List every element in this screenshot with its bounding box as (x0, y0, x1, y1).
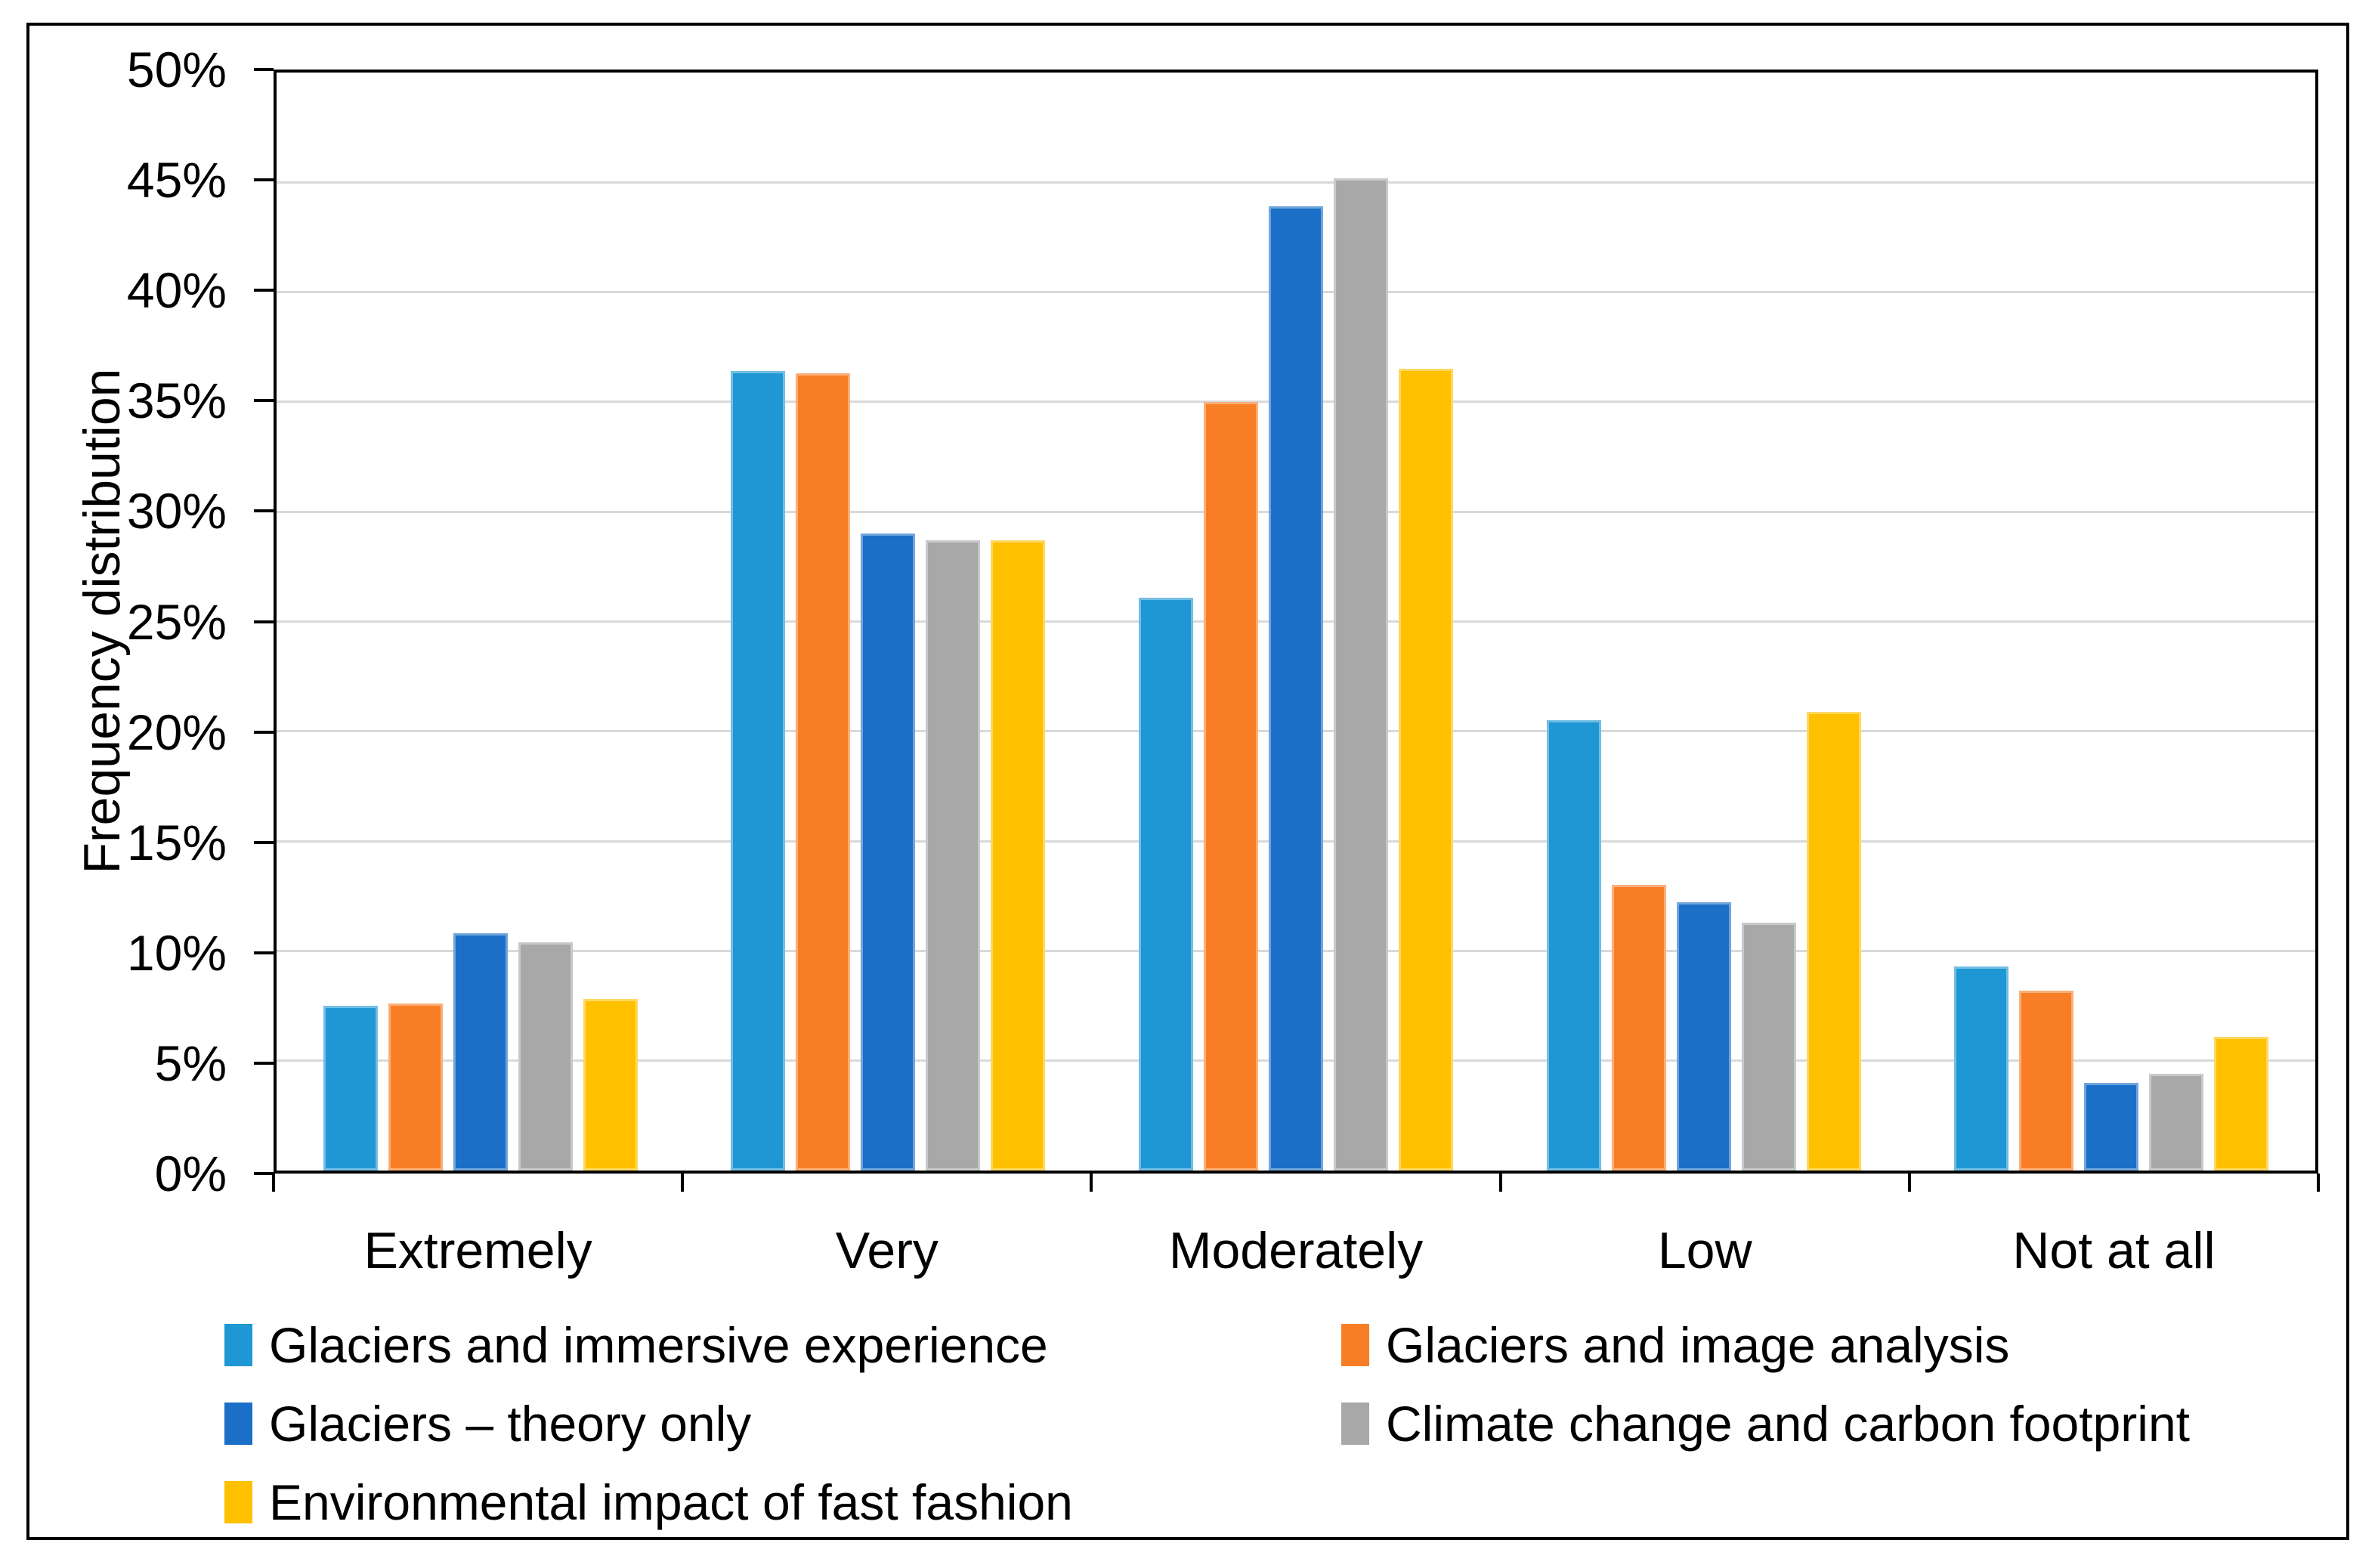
figure-border (26, 23, 2349, 1540)
bar (796, 373, 851, 1171)
y-tick-label-20%: 20% (126, 704, 227, 760)
bar (1138, 597, 1193, 1171)
bar (2019, 990, 2074, 1171)
bar (2149, 1074, 2204, 1171)
y-tick-0% (254, 1172, 274, 1175)
bar-groups (277, 73, 2315, 1171)
y-tick-label-45%: 45% (126, 152, 227, 209)
bar (1954, 966, 2009, 1171)
y-tick-label-40%: 40% (126, 262, 227, 319)
y-tick-label-10%: 10% (126, 924, 227, 981)
bar (861, 533, 916, 1171)
category-label-Extremely: Extremely (363, 1222, 592, 1279)
x-tick-5 (2317, 1174, 2320, 1192)
x-tick-0 (272, 1174, 275, 1192)
y-tick-30% (254, 509, 274, 513)
bar (1268, 206, 1323, 1171)
bar (1546, 720, 1601, 1171)
bar (1611, 885, 1666, 1171)
x-tick-1 (681, 1174, 685, 1192)
bar (1741, 922, 1796, 1171)
bar (1333, 178, 1388, 1171)
bar (2084, 1082, 2139, 1171)
y-tick-45% (254, 178, 274, 182)
y-tick-15% (254, 840, 274, 844)
x-tick-3 (1498, 1174, 1502, 1192)
y-tick-label-50%: 50% (126, 42, 227, 97)
plot-area (274, 70, 2318, 1174)
bar (388, 1004, 443, 1171)
bar-group-Not at all (1907, 73, 2315, 1171)
gridline-45 (277, 181, 2315, 184)
bar (518, 942, 573, 1171)
bar (1676, 902, 1731, 1171)
category-label-Not at all: Not at all (2012, 1222, 2216, 1279)
bar (2214, 1036, 2269, 1171)
y-tick-5% (254, 1061, 274, 1065)
y-tick-35% (254, 399, 274, 403)
bar (1398, 369, 1453, 1171)
category-label-Very: Very (835, 1222, 939, 1279)
bar-group-Extremely (277, 73, 685, 1171)
x-axis-ticks (272, 1174, 2320, 1192)
y-tick-10% (254, 951, 274, 954)
bar (1806, 711, 1861, 1171)
bar (926, 540, 981, 1171)
bar (323, 1006, 378, 1171)
y-tick-label-25%: 25% (126, 593, 227, 650)
bar (453, 933, 508, 1171)
bar (731, 371, 786, 1171)
bar-group-Very (685, 73, 1093, 1171)
y-tick-40% (254, 289, 274, 292)
y-axis-tick-labels: 0% 5% 10% 15% 20% 25% 30% 35% 40% 45% 50% (0, 45, 227, 1198)
x-tick-2 (1090, 1174, 1093, 1192)
category-label-Low: Low (1657, 1222, 1752, 1279)
y-tick-label-15%: 15% (126, 814, 227, 871)
y-tick-label-5%: 5% (154, 1035, 227, 1091)
y-tick-label-0%: 0% (154, 1146, 227, 1202)
y-tick-label-35%: 35% (126, 373, 227, 429)
category-label-Moderately: Moderately (1168, 1222, 1424, 1279)
bar-group-Low (1500, 73, 1908, 1171)
x-axis-category-labels: Extremely Very Moderately Low Not at all (274, 1209, 2318, 1292)
y-tick-50% (254, 68, 274, 71)
x-tick-4 (1907, 1174, 1911, 1192)
y-tick-20% (254, 730, 274, 734)
y-axis-ticks (254, 68, 274, 1175)
y-tick-25% (254, 620, 274, 623)
bar-group-Moderately (1092, 73, 1500, 1171)
y-tick-label-30%: 30% (126, 483, 227, 540)
bar (1203, 401, 1258, 1171)
bar (583, 999, 638, 1171)
bar (991, 540, 1046, 1171)
